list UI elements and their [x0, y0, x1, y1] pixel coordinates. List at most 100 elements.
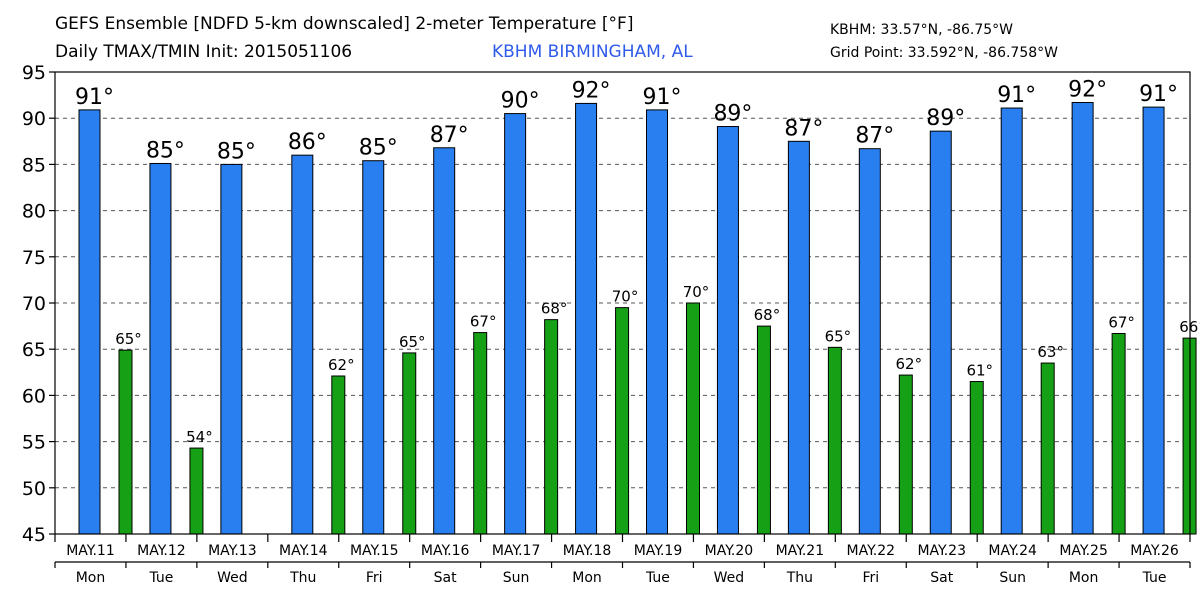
- weekday-label: Thu: [786, 570, 813, 586]
- tmax-label: 89°: [713, 102, 752, 127]
- weekday-label: Mon: [76, 570, 106, 586]
- tmax-bar: [149, 162, 172, 535]
- tmax-label: 91°: [75, 85, 114, 110]
- weekday-label: Tue: [1142, 570, 1167, 586]
- tmax-bar: [575, 102, 598, 535]
- tmin-label: 68°: [541, 300, 568, 318]
- date-label: MAY.26: [1130, 543, 1179, 559]
- date-label: MAY.18: [563, 543, 612, 559]
- weekday-label: Tue: [645, 570, 670, 586]
- tmin-label: 70°: [683, 283, 710, 301]
- y-tick-label: 65: [22, 339, 46, 361]
- weekday-label: Sun: [999, 570, 1026, 586]
- y-tick-label: 45: [22, 524, 46, 546]
- weekday-label: Mon: [572, 570, 602, 586]
- y-tick-label: 75: [22, 247, 46, 269]
- weekday-label: Sat: [930, 570, 953, 586]
- date-label: MAY.11: [66, 543, 115, 559]
- weekday-label: Sun: [503, 570, 530, 586]
- tmax-bar: [1142, 106, 1165, 535]
- value-labels: 91° 65° 85° 54° 85° 86° 62° 85° 65° 87° 67° 90° 68° 9…: [75, 77, 1200, 446]
- tmax-bar: [362, 160, 385, 535]
- x-axis: MAY.11 Mon MAY.12 Tue MAY.13 Wed MAY.14 Thu MAY.…: [54, 534, 1191, 586]
- bars: [78, 101, 1197, 535]
- date-label: MAY.25: [1059, 543, 1108, 559]
- y-tick-label: 70: [22, 293, 46, 315]
- tmin-bar: [331, 375, 346, 535]
- tmax-bar: [716, 126, 739, 535]
- y-tick-label: 55: [22, 432, 46, 454]
- weekday-label: Mon: [1069, 570, 1099, 586]
- y-tick-label: 80: [22, 201, 46, 223]
- date-label: MAY.14: [279, 543, 328, 559]
- tmax-bar: [1000, 107, 1023, 535]
- tmin-bar: [189, 447, 204, 535]
- tmin-label: 65°: [825, 327, 852, 345]
- tmin-label: 70°: [612, 288, 639, 306]
- tmin-bar: [969, 381, 984, 535]
- tmax-bar: [1071, 101, 1094, 535]
- y-axis: 45 50 55 60 65 70 75 80 85 90 95: [22, 62, 55, 546]
- y-tick-label: 90: [22, 108, 46, 130]
- weekday-label: Wed: [714, 570, 745, 586]
- date-label: MAY.23: [917, 543, 966, 559]
- tmax-label: 87°: [430, 123, 469, 148]
- tmin-label: 61°: [966, 362, 993, 380]
- date-label: MAY.15: [350, 543, 399, 559]
- tmin-label: 63°: [1037, 343, 1064, 361]
- tmin-bar: [473, 332, 488, 535]
- tmin-label: 68°: [754, 306, 781, 324]
- weekday-label: Fri: [366, 570, 383, 586]
- date-label: MAY.20: [705, 543, 754, 559]
- y-tick-label: 50: [22, 478, 46, 500]
- tmax-label: 92°: [572, 78, 611, 103]
- weekday-label: Thu: [289, 570, 316, 586]
- date-label: MAY.13: [208, 543, 257, 559]
- tmax-bar: [646, 109, 668, 535]
- tmax-label: 91°: [643, 85, 682, 110]
- weekday-label: Sat: [434, 570, 457, 586]
- tmin-label: 65°: [115, 330, 142, 348]
- tmin-bar: [402, 352, 417, 535]
- tmin-bar: [544, 319, 559, 535]
- chart-subtitle: Daily TMAX/TMIN Init: 2015051106: [55, 42, 353, 62]
- tmin-label: 62°: [896, 355, 923, 373]
- tmax-bar: [858, 148, 881, 535]
- tmax-label: 90°: [501, 89, 540, 114]
- weekday-label: Fri: [862, 570, 879, 586]
- tmin-bar: [1040, 362, 1055, 535]
- tmax-label: 92°: [1068, 77, 1107, 102]
- tmin-bar: [827, 346, 842, 535]
- station-coords: KBHM: 33.57°N, -86.75°W: [830, 22, 1013, 38]
- date-label: MAY.16: [421, 543, 470, 559]
- tmax-bar: [291, 154, 314, 535]
- date-label: MAY.21: [776, 543, 825, 559]
- tmax-label: 86°: [288, 130, 327, 155]
- tmin-bar: [118, 349, 133, 535]
- grid-point-coords: Grid Point: 33.592°N, -86.758°W: [830, 45, 1058, 61]
- tmax-label: 91°: [1139, 82, 1178, 107]
- tmin-label: 67°: [1108, 313, 1135, 331]
- date-label: MAY.12: [137, 543, 186, 559]
- chart-title: GEFS Ensemble [NDFD 5-km downscaled] 2-m…: [55, 14, 634, 34]
- tmin-label: 65°: [399, 333, 426, 351]
- tmax-label: 91°: [997, 83, 1036, 108]
- weekday-label: Tue: [148, 570, 173, 586]
- tmax-label: 85°: [359, 136, 398, 161]
- tmax-label: 89°: [926, 106, 965, 131]
- tmin-bar: [686, 302, 700, 535]
- station-name: KBHM BIRMINGHAM, AL: [492, 42, 693, 62]
- tmax-bar: [787, 140, 810, 535]
- tmax-bar: [78, 109, 101, 535]
- tmax-label: 85°: [146, 138, 185, 163]
- tmin-bar: [898, 374, 913, 535]
- date-label: MAY.19: [634, 543, 683, 559]
- tmin-bar: [756, 325, 771, 535]
- weekday-label: Wed: [217, 570, 248, 586]
- tmin-bar: [1111, 332, 1126, 535]
- tmax-bar: [929, 130, 952, 535]
- y-tick-label: 60: [22, 385, 46, 407]
- y-tick-label: 85: [22, 154, 46, 176]
- date-label: MAY.24: [988, 543, 1037, 559]
